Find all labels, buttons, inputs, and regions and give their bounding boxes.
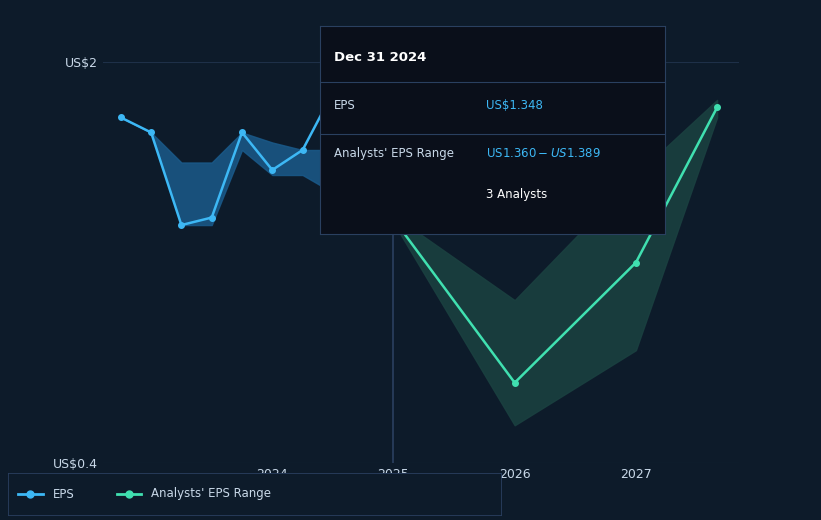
Text: Actual: Actual xyxy=(354,82,391,96)
Text: US$1.360 - US$1.389: US$1.360 - US$1.389 xyxy=(486,147,601,160)
Text: Analysts' EPS Range: Analysts' EPS Range xyxy=(151,488,271,500)
Text: US$1.348: US$1.348 xyxy=(486,99,543,112)
Text: Analysts Forecasts: Analysts Forecasts xyxy=(400,82,509,96)
Text: 3 Analysts: 3 Analysts xyxy=(486,188,547,201)
Text: EPS: EPS xyxy=(334,99,355,112)
Text: Dec 31 2024: Dec 31 2024 xyxy=(334,51,426,64)
Text: Analysts' EPS Range: Analysts' EPS Range xyxy=(334,147,454,160)
Text: EPS: EPS xyxy=(53,488,74,500)
